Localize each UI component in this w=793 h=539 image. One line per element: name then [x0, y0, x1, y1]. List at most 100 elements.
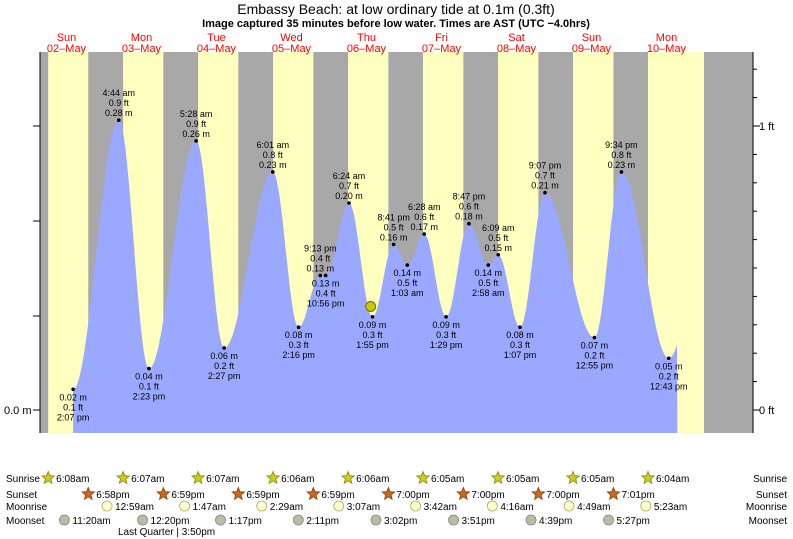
sunset-event: 7:00pm [381, 486, 430, 501]
tide-extreme-16: 0.14 m0.5 ft2:58 am [472, 263, 505, 298]
moonset-icon [292, 514, 304, 526]
sunrise-time: 6:05am [431, 474, 464, 485]
moonset-time: 5:27pm [617, 516, 650, 527]
tide-extreme-5: 6:01 am0.8 ft0.23 m [257, 140, 289, 174]
moonrise-icon [179, 500, 190, 512]
moonrise-event: 5:23am [640, 500, 687, 513]
moonset-time: 12:20pm [151, 516, 190, 527]
moonset-time: 4:39pm [539, 516, 572, 527]
moonset-time: 1:17pm [229, 516, 262, 527]
moonset-icon [448, 514, 459, 526]
moonrise-event: 3:07am [333, 500, 380, 513]
moonset-time: 11:20am [72, 516, 110, 527]
sunset-label-left: Sunset [6, 490, 37, 501]
tide-height-ft: 0.7 ft [535, 171, 556, 181]
tide-height-ft: 0.3 ft [510, 340, 531, 350]
day-name: Mon [656, 32, 677, 44]
tide-time: 2:23 pm [133, 392, 166, 402]
moonset-time: 2:11pm [306, 516, 339, 527]
tide-height-ft: 0.7 ft [339, 181, 360, 191]
chart-subtitle: Image captured 35 minutes before low wat… [202, 18, 590, 30]
moonset-event: 11:20am [59, 514, 111, 527]
tide-time: 9:13 pm [304, 243, 337, 253]
axis-ticks [33, 68, 760, 411]
moonrise-event: 4:49am [563, 500, 610, 513]
moonrise-icon [640, 500, 652, 512]
tide-point [318, 273, 323, 278]
tide-height-m: 0.14 m [394, 268, 422, 278]
sunrise-time: 6:04am [656, 474, 689, 485]
tide-height-ft: 0.9 ft [109, 98, 130, 108]
tide-height-ft: 0.9 ft [186, 119, 207, 129]
sunset-time: 7:01pm [621, 490, 654, 501]
tide-time: 1:03 am [391, 288, 424, 298]
sunrise-icon [265, 470, 281, 485]
tide-point [271, 170, 275, 174]
tide-time: 2:58 am [472, 288, 505, 298]
tide-point [666, 356, 671, 361]
tide-height-m: 0.23 m [608, 160, 636, 170]
day-date: 07–May [422, 43, 462, 55]
sunset-time: 6:59pm [171, 490, 204, 501]
sunset-time: 6:59pm [321, 490, 354, 501]
tide-height-ft: 0.1 ft [139, 382, 160, 392]
day-date: 06–May [347, 43, 387, 55]
moonset-event: 5:27pm [603, 514, 650, 527]
sunset-icon [156, 486, 171, 501]
sunrise-icon [340, 470, 356, 485]
tide-extreme-18: 0.08 m0.3 ft1:07 pm [504, 325, 536, 360]
sunrise-icon [115, 470, 131, 485]
tide-height-ft: 0.5 ft [397, 278, 418, 288]
tide-height-ft: 0.2 ft [214, 361, 235, 371]
moonrise-event: 2:29am [256, 500, 303, 513]
sunrise-icon [565, 470, 581, 485]
sunset-time: 7:00pm [546, 490, 579, 501]
sunrise-time: 6:07am [206, 474, 239, 485]
moonrise-icon [410, 500, 421, 512]
tide-time: 1:29 pm [430, 340, 463, 350]
moonset-event: 3:51pm [448, 514, 495, 527]
day-name: Sun [582, 32, 602, 44]
tide-height-m: 0.06 m [210, 351, 238, 361]
tide-time: 8:41 pm [377, 212, 410, 222]
moonset-event: 2:11pm [292, 514, 339, 527]
moonrise-time: 12:59am [115, 502, 154, 513]
tide-point [405, 263, 410, 267]
tide-point [347, 201, 351, 205]
tide-point [147, 366, 151, 371]
tide-point [496, 252, 501, 257]
tide-height-ft: 0.1 ft [63, 402, 84, 412]
tide-point [71, 387, 75, 392]
tide-time: 6:24 am [333, 171, 366, 181]
tide-time: 2:16 pm [282, 350, 315, 360]
sunset-time: 7:00pm [471, 490, 504, 501]
tide-height-m: 0.14 m [475, 268, 503, 278]
tide-extreme-19: 9:07 pm0.7 ft0.21 m [529, 161, 561, 195]
sunrise-label-right: Sunrise [753, 474, 787, 485]
tide-extreme-11: 8:41 pm0.5 ft0.16 m [377, 212, 410, 247]
tide-height-m: 0.15 m [484, 243, 512, 253]
tide-height-ft: 0.5 ft [488, 233, 509, 243]
tide-point [370, 315, 375, 319]
tide-height-m: 0.08 m [285, 330, 313, 340]
tide-height-m: 0.08 m [506, 330, 534, 340]
sunrise-icon [415, 470, 431, 485]
tide-height-m: 0.21 m [531, 181, 559, 191]
sunset-icon [606, 486, 621, 501]
tide-height-m: 0.13 m [307, 263, 335, 273]
tide-height-ft: 0.4 ft [316, 288, 337, 298]
tide-time: 8:47 pm [453, 192, 486, 202]
sunrise-event: 6:08am [40, 470, 90, 485]
day-headers: Sun02–MayMon03–MayTue04–MayWed05–MayThu0… [47, 32, 687, 55]
day-date: 03–May [122, 43, 162, 55]
moonset-event: 4:39pm [525, 514, 572, 527]
moonset-icon [215, 514, 226, 526]
tide-height-ft: 0.2 ft [584, 351, 605, 361]
tide-extreme-6: 0.08 m0.3 ft2:16 pm [282, 325, 315, 360]
sunrise-event: 6:04am [640, 470, 689, 485]
tide-extreme-13: 6:28 am0.6 ft0.17 m [408, 202, 440, 236]
tide-point [391, 242, 396, 247]
day-date: 02–May [47, 43, 87, 55]
tide-time: 12:55 pm [576, 361, 614, 371]
